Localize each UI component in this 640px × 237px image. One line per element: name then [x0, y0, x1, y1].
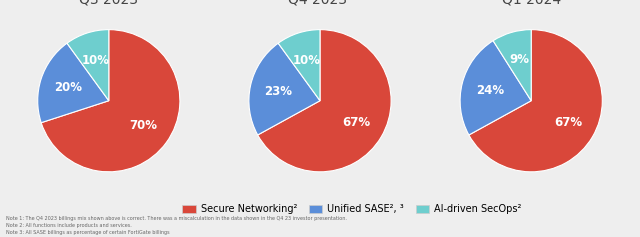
Wedge shape: [249, 43, 320, 135]
Text: 10%: 10%: [293, 54, 321, 67]
Text: Note 1: The Q4 2023 billings mix shown above is correct. There was a miscalculat: Note 1: The Q4 2023 billings mix shown a…: [6, 216, 348, 235]
Text: 23%: 23%: [264, 85, 292, 98]
Wedge shape: [278, 30, 320, 101]
Text: 9%: 9%: [509, 53, 529, 66]
Legend: Secure Networking², Unified SASE², ³, AI-driven SecOps²: Secure Networking², Unified SASE², ³, AI…: [179, 200, 525, 218]
Wedge shape: [460, 41, 531, 135]
Text: 10%: 10%: [82, 54, 109, 67]
Title: Q4 2023¹: Q4 2023¹: [288, 0, 352, 6]
Wedge shape: [67, 30, 109, 101]
Wedge shape: [493, 30, 531, 101]
Wedge shape: [258, 30, 391, 172]
Text: 67%: 67%: [554, 116, 582, 129]
Title: Q3 2023: Q3 2023: [79, 0, 138, 6]
Wedge shape: [469, 30, 602, 172]
Wedge shape: [41, 30, 180, 172]
Text: 67%: 67%: [342, 116, 371, 129]
Text: 70%: 70%: [129, 119, 157, 132]
Title: Q1 2024: Q1 2024: [502, 0, 561, 6]
Text: 24%: 24%: [476, 84, 504, 97]
Wedge shape: [38, 43, 109, 123]
Text: 20%: 20%: [54, 81, 82, 94]
